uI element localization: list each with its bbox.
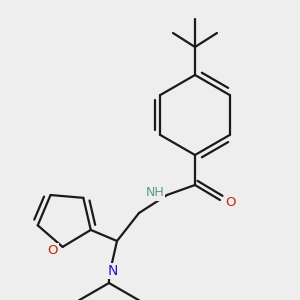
- Text: O: O: [47, 244, 58, 257]
- Text: N: N: [108, 264, 118, 278]
- Text: O: O: [225, 196, 235, 208]
- Text: NH: NH: [146, 187, 164, 200]
